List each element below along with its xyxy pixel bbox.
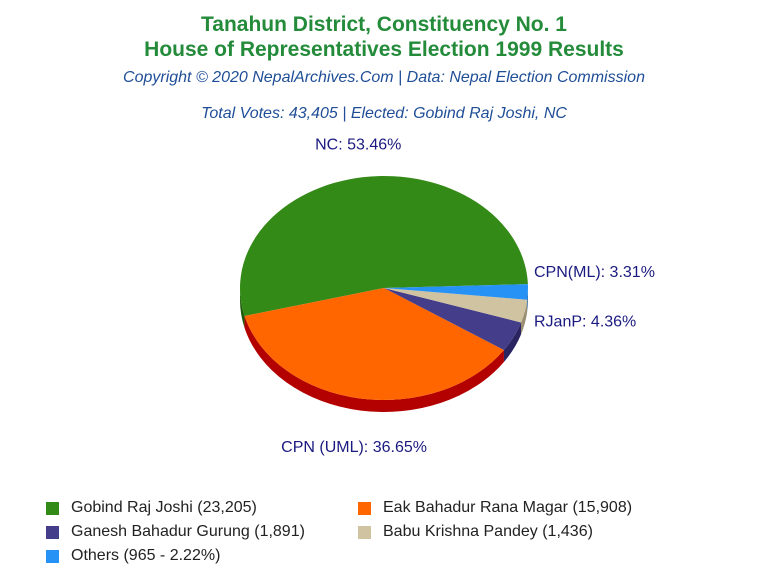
pie-slice-others xyxy=(384,284,528,300)
pie-depth xyxy=(240,288,528,412)
slice-label: RJanP: 4.36% xyxy=(534,314,636,331)
chart-title-line-1: Tanahun District, Constituency No. 1 xyxy=(201,13,567,36)
legend-label: Others (965 - 2.22%) xyxy=(71,547,221,564)
slice-label: CPN (UML): 36.65% xyxy=(281,439,427,456)
pie-slice-cpn-ml xyxy=(384,288,528,323)
summary-line: Total Votes: 43,405 | Elected: Gobind Ra… xyxy=(201,105,567,122)
legend-item: Eak Bahadur Rana Magar (15,908) xyxy=(358,498,738,518)
pie-slice-side xyxy=(503,322,522,362)
copyright-line: Copyright © 2020 NepalArchives.Com | Dat… xyxy=(123,69,645,86)
legend-item: Ganesh Bahadur Gurung (1,891) xyxy=(46,522,358,542)
legend-label: Eak Bahadur Rana Magar (15,908) xyxy=(383,499,633,516)
legend-item: Others (965 - 2.22%) xyxy=(46,546,358,566)
legend-item: Gobind Raj Joshi (23,205) xyxy=(46,498,358,518)
slice-labels: NC: 53.46% CPN (UML): 36.65% RJanP: 4.36% C… xyxy=(281,136,655,456)
legend-swatch xyxy=(46,549,59,563)
pie-slice-side xyxy=(244,315,504,412)
legend-swatch xyxy=(358,525,371,539)
slice-label: CPN(ML): 3.31% xyxy=(534,264,655,281)
legend-label: Babu Krishna Pandey (1,436) xyxy=(383,523,593,540)
pie-slice-side xyxy=(240,288,245,328)
legend-label: Gobind Raj Joshi (23,205) xyxy=(71,499,257,516)
chart-title-line-2: House of Representatives Election 1999 R… xyxy=(144,38,624,61)
legend-swatch xyxy=(46,501,59,515)
slice-label: NC: 53.46% xyxy=(315,136,401,153)
legend: Gobind Raj Joshi (23,205) Eak Bahadur Ra… xyxy=(46,498,746,566)
pie-slice-side xyxy=(521,299,528,335)
legend-swatch xyxy=(46,525,59,539)
pie-slice-rjanp xyxy=(384,288,522,350)
pie-slice-nc xyxy=(240,176,528,316)
legend-label: Ganesh Bahadur Gurung (1,891) xyxy=(71,523,305,540)
pie-slice-side xyxy=(527,288,528,312)
legend-swatch xyxy=(358,501,371,515)
legend-item: Babu Krishna Pandey (1,436) xyxy=(358,522,738,542)
pie-slices xyxy=(240,176,528,401)
pie-slice-cpn-uml xyxy=(244,288,504,401)
